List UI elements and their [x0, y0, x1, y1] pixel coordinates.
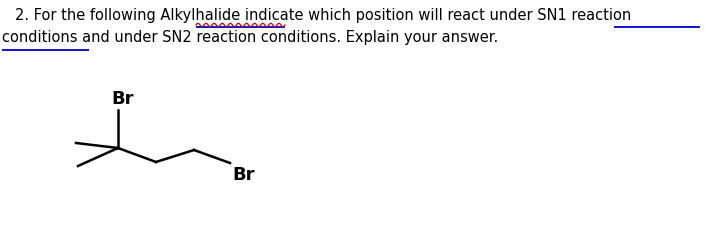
- Text: Br: Br: [232, 166, 255, 184]
- Text: conditions and under SN2 reaction conditions. Explain your answer.: conditions and under SN2 reaction condit…: [2, 30, 498, 45]
- Text: Br: Br: [111, 90, 133, 108]
- Text: 2. For the following Alkylhalide indicate which position will react under SN1 re: 2. For the following Alkylhalide indicat…: [15, 8, 631, 23]
